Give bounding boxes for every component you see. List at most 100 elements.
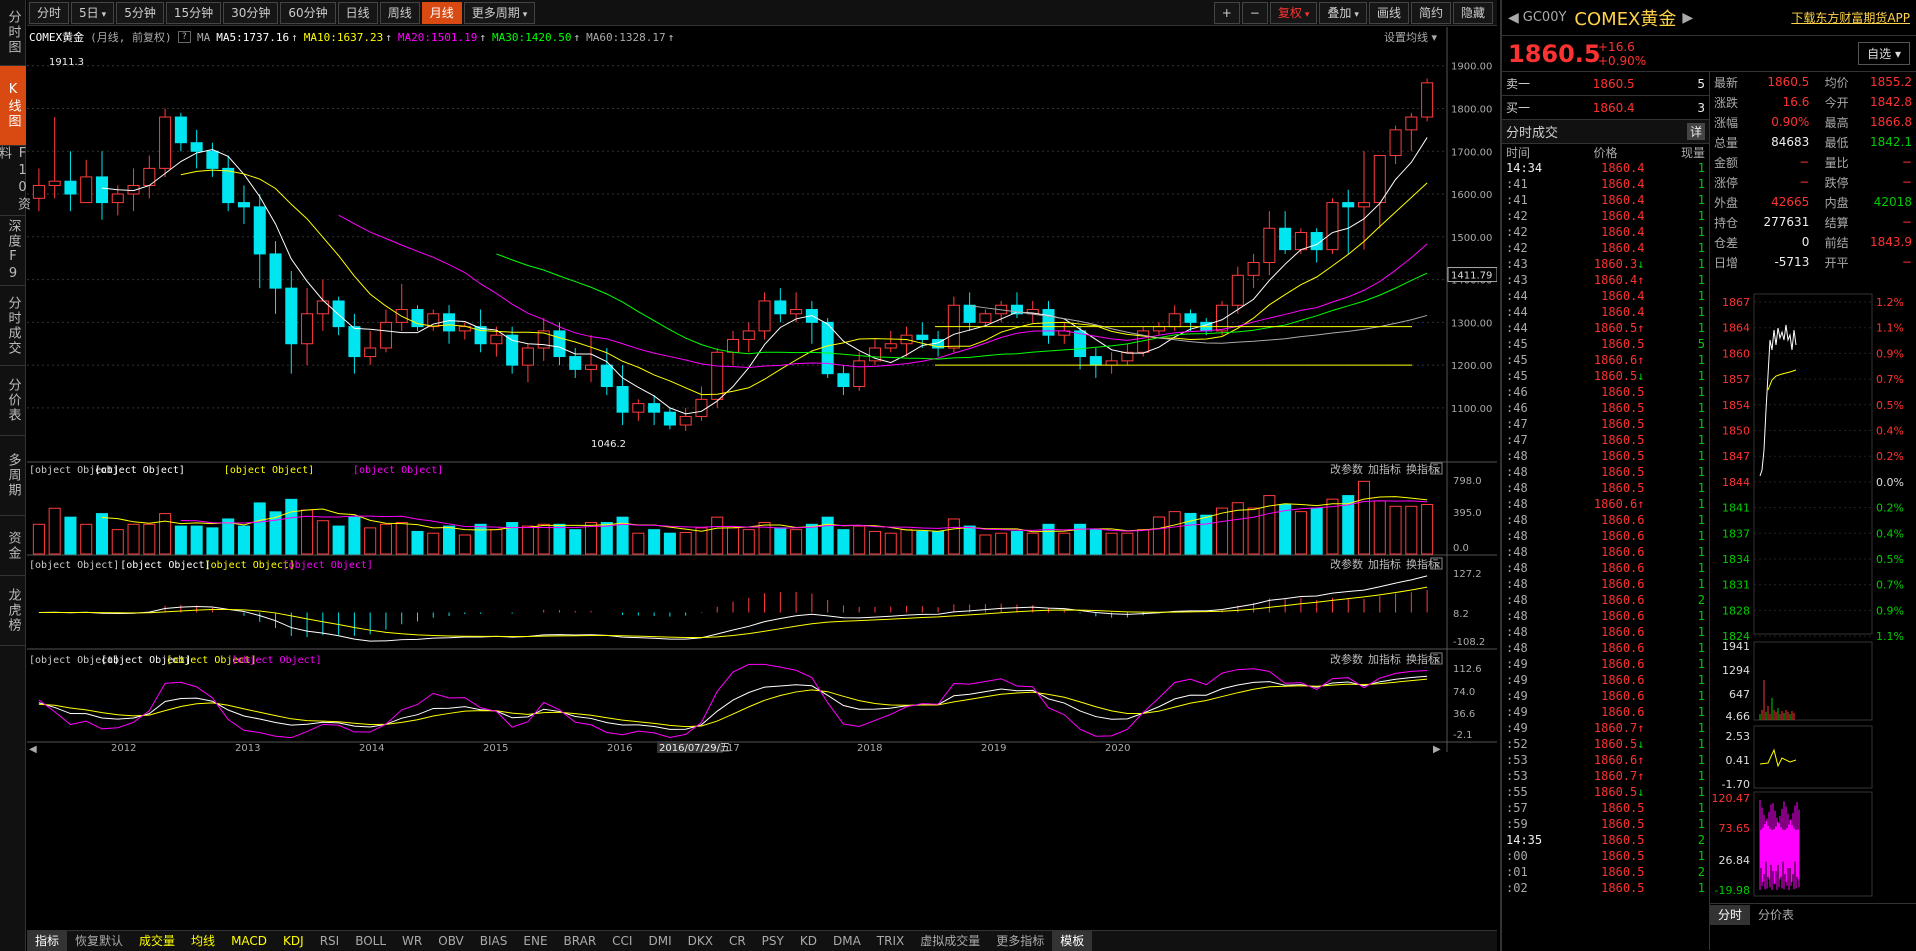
period-button-3[interactable]: 15分钟 bbox=[165, 1, 222, 24]
left-tab-2[interactable]: F10资料 bbox=[0, 146, 30, 216]
panel-action-1[interactable]: 加指标 bbox=[1368, 462, 1401, 476]
toolbar-button-4[interactable]: 画线 bbox=[1368, 1, 1409, 24]
left-tab-4[interactable]: 分时成交 bbox=[0, 286, 26, 366]
ma-settings-link[interactable]: 设置均线 ▾ bbox=[1383, 31, 1437, 44]
tick-row: :48 1860.6 1 bbox=[1506, 609, 1705, 623]
left-tab-8[interactable]: 龙虎榜 bbox=[0, 576, 26, 646]
left-tab-7[interactable]: 资金 bbox=[0, 516, 26, 576]
indicator-tab-15[interactable]: DKX bbox=[687, 934, 713, 948]
volume-bar bbox=[569, 529, 582, 555]
kline-chart-svg[interactable]: 1900.001800.001700.001600.001500.001400.… bbox=[27, 27, 1497, 930]
candle-body bbox=[80, 176, 93, 204]
back-chevron-icon[interactable]: ◀ bbox=[1508, 9, 1519, 26]
period-button-2[interactable]: 5分钟 bbox=[116, 1, 164, 24]
left-tab-3[interactable]: 深度F9 bbox=[0, 216, 26, 286]
mini-tab-0[interactable]: 分时 bbox=[1710, 904, 1751, 925]
intraday-mini-chart[interactable]: 1867 1864 1860 1857 1854 1850 1847 1844 1841 1837… bbox=[1710, 280, 1916, 900]
indicator-tab-21[interactable]: 虚拟成交量 bbox=[920, 934, 981, 948]
panel-action-1[interactable]: 加指标 bbox=[1368, 652, 1401, 666]
scroll-right-icon[interactable]: ▶ bbox=[1433, 744, 1441, 755]
app-download-link[interactable]: 下载东方财富期货APP bbox=[1791, 11, 1910, 25]
candle-body bbox=[979, 313, 992, 323]
toolbar-button-1[interactable]: − bbox=[1241, 1, 1268, 24]
left-tab-0[interactable]: 分时图 bbox=[0, 0, 26, 66]
mini-tick: 120.47 bbox=[1712, 792, 1751, 805]
arrow-up-icon: ↑ bbox=[291, 30, 298, 44]
toolbar-button-6[interactable]: 隐藏 bbox=[1452, 1, 1493, 24]
indicator-tab-20[interactable]: TRIX bbox=[876, 934, 905, 948]
mini-tick: 0.2% bbox=[1876, 450, 1904, 463]
indicator-tab-23[interactable]: 模板 bbox=[1052, 931, 1093, 951]
arrow-up-icon: ↑ bbox=[479, 30, 486, 44]
indicator-tab-17[interactable]: PSY bbox=[761, 934, 784, 948]
candle-body bbox=[64, 180, 77, 195]
period-button-9[interactable]: 更多周期 ▾ bbox=[463, 1, 536, 24]
tick-row: :43 1860.4↑ 1 bbox=[1506, 273, 1705, 287]
indicator-tab-16[interactable]: CR bbox=[728, 934, 746, 948]
period-button-5[interactable]: 60分钟 bbox=[280, 1, 336, 24]
macd_header-item: [object Object] bbox=[120, 560, 210, 571]
left-tab-6[interactable]: 多周期 bbox=[0, 436, 26, 516]
forward-chevron-icon[interactable]: ▶ bbox=[1682, 9, 1694, 26]
period-button-8[interactable]: 月线 bbox=[421, 1, 462, 24]
ticks-detail-button[interactable]: 详 bbox=[1686, 123, 1705, 140]
axis-tick: 395.0 bbox=[1453, 508, 1482, 519]
indicator-tab-3[interactable]: 均线 bbox=[191, 934, 216, 948]
candle-body bbox=[1247, 261, 1260, 276]
period-button-7[interactable]: 周线 bbox=[379, 1, 420, 24]
ticks-list[interactable]: 14:34 1860.4 1:41 1860.4 1:41 1860.4 1:42 1860.… bbox=[1502, 160, 1709, 896]
indicator-tab-9[interactable]: OBV bbox=[438, 934, 464, 948]
indicator-tab-1[interactable]: 恢复默认 bbox=[75, 934, 124, 948]
mini-tick: 647 bbox=[1729, 688, 1750, 701]
candle-body bbox=[884, 343, 897, 349]
panel-action-0[interactable]: 改参数 bbox=[1330, 557, 1363, 571]
indicator-tab-19[interactable]: DMA bbox=[832, 934, 861, 948]
scroll-left-icon[interactable]: ◀ bbox=[29, 744, 37, 755]
indicator-tab-0[interactable]: 指标 bbox=[27, 931, 68, 951]
left-tab-1[interactable]: K线图 bbox=[0, 66, 26, 146]
toolbar-button-2[interactable]: 复权 ▾ bbox=[1269, 1, 1318, 24]
tick-row: :52 1860.5↓ 1 bbox=[1506, 737, 1705, 751]
indicator-tab-2[interactable]: 成交量 bbox=[139, 934, 176, 948]
chevron-down-icon: ▾ bbox=[1304, 9, 1310, 20]
close-icon[interactable] bbox=[1430, 652, 1443, 665]
indicator-tab-12[interactable]: BRAR bbox=[563, 934, 597, 948]
indicator-tab-6[interactable]: RSI bbox=[319, 934, 340, 948]
tick-row: :02 1860.5 1 bbox=[1506, 881, 1705, 895]
toolbar-button-5[interactable]: 简约 bbox=[1410, 1, 1451, 24]
toolbar-button-0[interactable]: + bbox=[1213, 1, 1240, 24]
indicator-tab-18[interactable]: KD bbox=[799, 934, 817, 948]
indicator-tab-5[interactable]: KDJ bbox=[283, 934, 304, 948]
indicator-tab-10[interactable]: BIAS bbox=[479, 934, 508, 948]
indicator-tab-4[interactable]: MACD bbox=[231, 934, 268, 948]
period-button-4[interactable]: 30分钟 bbox=[223, 1, 279, 24]
period-button-6[interactable]: 日线 bbox=[337, 1, 378, 24]
mini-tick: 0.9% bbox=[1876, 347, 1904, 360]
period-button-1[interactable]: 5日 ▾ bbox=[71, 1, 115, 24]
panel-action-0[interactable]: 改参数 bbox=[1330, 462, 1363, 476]
help-icon[interactable]: ? bbox=[177, 31, 192, 43]
panel-action-0[interactable]: 改参数 bbox=[1330, 652, 1363, 666]
candle-body bbox=[916, 334, 929, 340]
candle-body bbox=[443, 313, 456, 332]
left-tab-5[interactable]: 分价表 bbox=[0, 366, 26, 436]
indicator-tab-22[interactable]: 更多指标 bbox=[996, 934, 1045, 948]
indicator-tab-14[interactable]: DMI bbox=[648, 934, 672, 948]
toolbar-button-3[interactable]: 叠加 ▾ bbox=[1319, 1, 1367, 24]
stat-row: 金额 − 量比 − bbox=[1714, 155, 1912, 170]
indicator-tab-11[interactable]: ENE bbox=[523, 934, 548, 948]
indicator-tab-8[interactable]: WR bbox=[402, 934, 423, 948]
indicator-tab-7[interactable]: BOLL bbox=[355, 934, 387, 948]
close-icon[interactable] bbox=[1430, 557, 1443, 570]
candle-body bbox=[411, 309, 424, 328]
volume-bar bbox=[395, 522, 408, 555]
mini-tab-1[interactable]: 分价表 bbox=[1758, 907, 1795, 922]
kline-chart-area[interactable]: 1900.001800.001700.001600.001500.001400.… bbox=[27, 27, 1497, 930]
period-button-0[interactable]: 分时 bbox=[29, 1, 70, 24]
volume-bar bbox=[64, 516, 77, 555]
panel-action-1[interactable]: 加指标 bbox=[1368, 557, 1401, 571]
watchlist-button[interactable]: 自选 ▾ bbox=[1858, 42, 1910, 65]
indicator-tab-13[interactable]: CCI bbox=[612, 934, 633, 948]
close-icon[interactable] bbox=[1430, 462, 1443, 475]
left-tab-label: 分时图 bbox=[5, 10, 21, 55]
